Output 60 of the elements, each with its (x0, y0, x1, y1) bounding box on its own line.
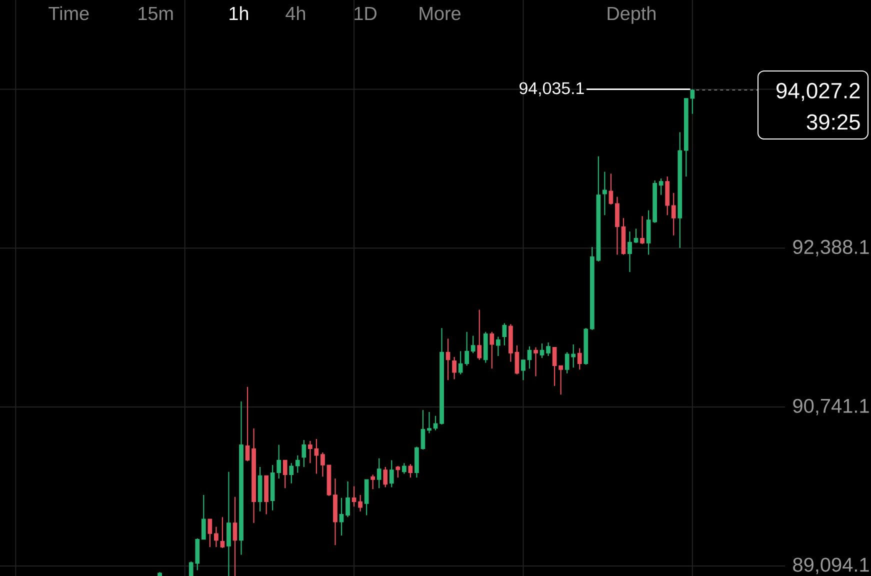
candlestick (527, 346, 532, 370)
candlestick (346, 480, 350, 518)
candlestick (477, 309, 482, 360)
candlestick (427, 411, 432, 434)
candlestick (201, 494, 206, 540)
candlestick (282, 460, 288, 489)
candlestick (396, 465, 400, 478)
candlestick (534, 346, 538, 377)
candlestick (658, 178, 664, 196)
annotation: 1D (354, 6, 376, 20)
candlestick (370, 474, 376, 490)
y-tick-label: 89,094.1 (793, 558, 869, 574)
candlestick (514, 344, 520, 375)
candlestick (640, 216, 644, 245)
candlestick (608, 173, 614, 206)
candlestick (540, 342, 544, 358)
candlestick (433, 415, 438, 431)
annotation: 94,035.1 (520, 82, 584, 96)
y-tick-label: 92,388.1 (793, 240, 869, 256)
candlestick (502, 322, 507, 346)
candlestick (546, 342, 550, 357)
candlestick (470, 335, 476, 354)
annotation: 1h (230, 6, 248, 20)
candlestick (408, 464, 413, 478)
candlestick (521, 359, 526, 381)
annotation: 39:25 (806, 114, 860, 130)
candlestick (615, 196, 620, 256)
candlestick (602, 171, 607, 216)
candlestick (232, 496, 238, 576)
annotation: More (420, 6, 460, 20)
annotation: 94,027.2 (776, 82, 860, 102)
candlestick (577, 348, 582, 370)
candlestick (402, 462, 406, 474)
candlestick (452, 356, 456, 380)
candlestick (383, 466, 388, 488)
candlestick (339, 497, 344, 536)
candlestick (245, 386, 250, 462)
candlestick (496, 336, 500, 357)
candlestick (389, 460, 394, 488)
candlestick (214, 526, 218, 548)
candlestick (490, 331, 494, 370)
candlestick (289, 462, 294, 484)
candlestick (634, 228, 638, 244)
candlestick (302, 439, 306, 468)
candlestick (320, 452, 325, 478)
candlestick (352, 486, 356, 508)
candlestick (295, 454, 300, 474)
annotation: Depth (608, 6, 656, 24)
candlestick (671, 192, 676, 236)
candlestick (420, 409, 426, 450)
annotation: 4h (286, 6, 306, 20)
annotation: Time (48, 6, 89, 20)
y-tick-label: 90,741.1 (793, 398, 869, 416)
candlestick (358, 494, 362, 512)
candlestick (226, 471, 231, 576)
candlestick (628, 231, 632, 273)
annotation: 15m (138, 6, 173, 20)
candlestick (376, 458, 382, 489)
candlestick (220, 516, 225, 549)
candlestick (208, 518, 212, 548)
